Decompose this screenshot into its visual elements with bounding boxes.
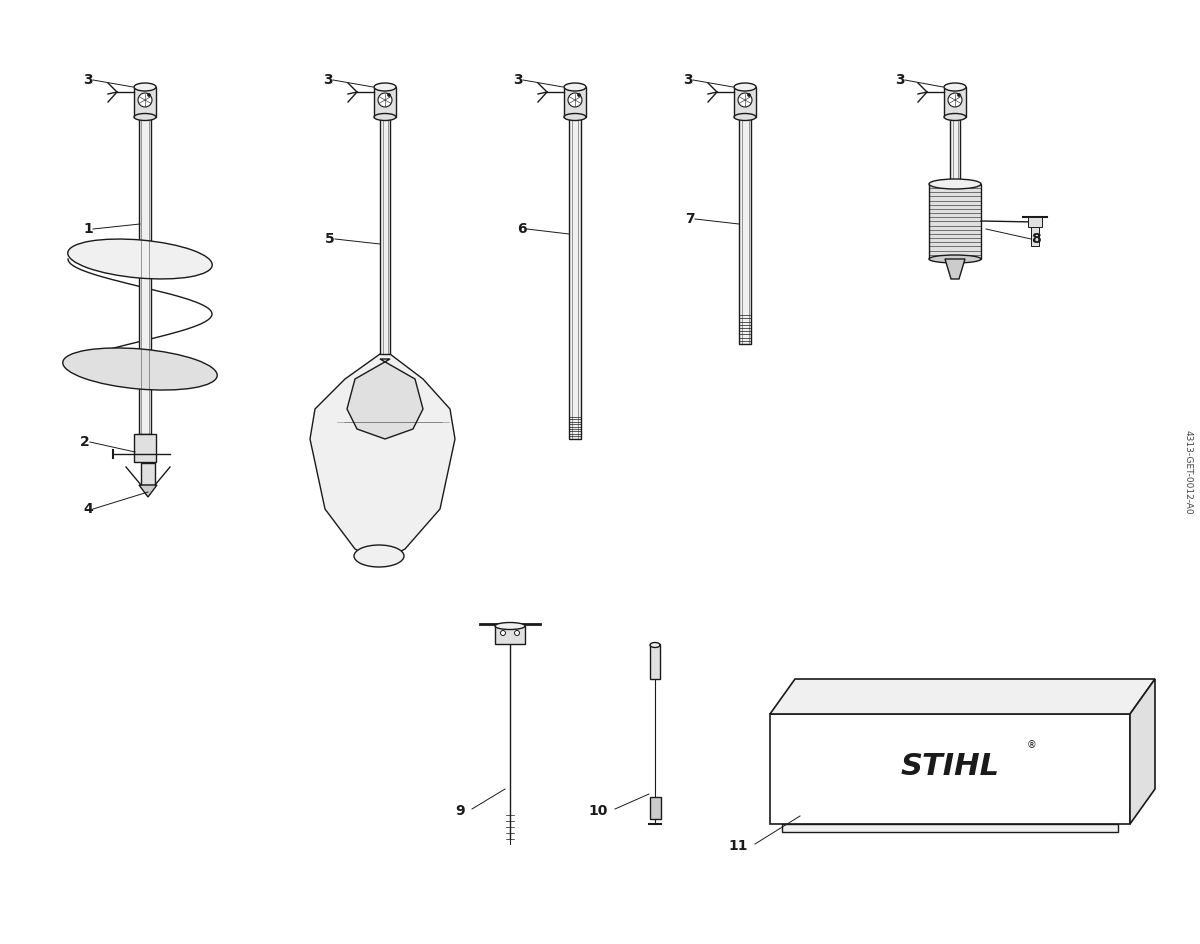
Circle shape — [578, 93, 581, 96]
Circle shape — [388, 93, 390, 96]
Bar — [739, 117, 751, 344]
Text: 5: 5 — [325, 232, 335, 246]
Circle shape — [148, 93, 150, 96]
Ellipse shape — [564, 83, 586, 91]
Ellipse shape — [67, 239, 212, 279]
Ellipse shape — [62, 348, 217, 390]
Text: 3: 3 — [514, 73, 523, 87]
Ellipse shape — [929, 255, 982, 263]
Bar — [770, 714, 1130, 824]
Text: 2: 2 — [80, 435, 90, 449]
Bar — [944, 87, 966, 117]
Circle shape — [948, 93, 962, 107]
Ellipse shape — [944, 113, 966, 121]
Text: 4: 4 — [83, 502, 94, 516]
Text: 11: 11 — [728, 839, 748, 853]
Circle shape — [748, 93, 750, 96]
Circle shape — [500, 631, 505, 635]
Bar — [650, 644, 660, 679]
Bar — [142, 463, 155, 485]
Bar — [380, 117, 390, 354]
Text: 6: 6 — [517, 222, 527, 236]
Ellipse shape — [134, 83, 156, 91]
Text: 3: 3 — [683, 73, 694, 87]
Polygon shape — [770, 679, 1154, 714]
Polygon shape — [310, 354, 455, 562]
Text: 9: 9 — [455, 804, 464, 818]
Bar — [494, 626, 524, 644]
Bar — [1028, 217, 1042, 227]
Bar — [950, 117, 960, 184]
Circle shape — [138, 93, 152, 107]
Bar — [569, 117, 581, 439]
Bar — [139, 117, 151, 434]
Polygon shape — [946, 259, 965, 279]
Text: 4313-GET-0012-A0: 4313-GET-0012-A0 — [1183, 430, 1193, 514]
Bar — [134, 434, 156, 462]
Circle shape — [378, 93, 392, 107]
Bar — [564, 87, 586, 117]
Polygon shape — [1130, 679, 1154, 824]
Polygon shape — [782, 824, 1118, 832]
Circle shape — [568, 93, 582, 107]
Circle shape — [515, 631, 520, 635]
Ellipse shape — [354, 545, 404, 567]
Bar — [734, 87, 756, 117]
Bar — [134, 87, 156, 117]
Circle shape — [738, 93, 752, 107]
Bar — [929, 184, 982, 259]
Ellipse shape — [374, 113, 396, 121]
Text: 3: 3 — [83, 73, 94, 87]
Ellipse shape — [734, 113, 756, 121]
Ellipse shape — [374, 83, 396, 91]
Bar — [1031, 227, 1039, 246]
Ellipse shape — [650, 643, 660, 648]
Ellipse shape — [944, 83, 966, 91]
Ellipse shape — [734, 83, 756, 91]
Text: 3: 3 — [895, 73, 905, 87]
Text: ®: ® — [1027, 740, 1037, 750]
Text: 8: 8 — [1031, 232, 1040, 246]
Ellipse shape — [564, 113, 586, 121]
Polygon shape — [347, 359, 424, 439]
Ellipse shape — [134, 113, 156, 121]
Text: 7: 7 — [685, 212, 695, 226]
Text: 10: 10 — [589, 804, 608, 818]
Ellipse shape — [929, 179, 982, 189]
Polygon shape — [139, 485, 157, 497]
Polygon shape — [649, 797, 660, 819]
Text: 1: 1 — [83, 222, 94, 236]
Text: 3: 3 — [323, 73, 334, 87]
Text: STIHL: STIHL — [900, 752, 1000, 782]
Ellipse shape — [494, 622, 526, 630]
Circle shape — [958, 93, 960, 96]
Bar — [374, 87, 396, 117]
